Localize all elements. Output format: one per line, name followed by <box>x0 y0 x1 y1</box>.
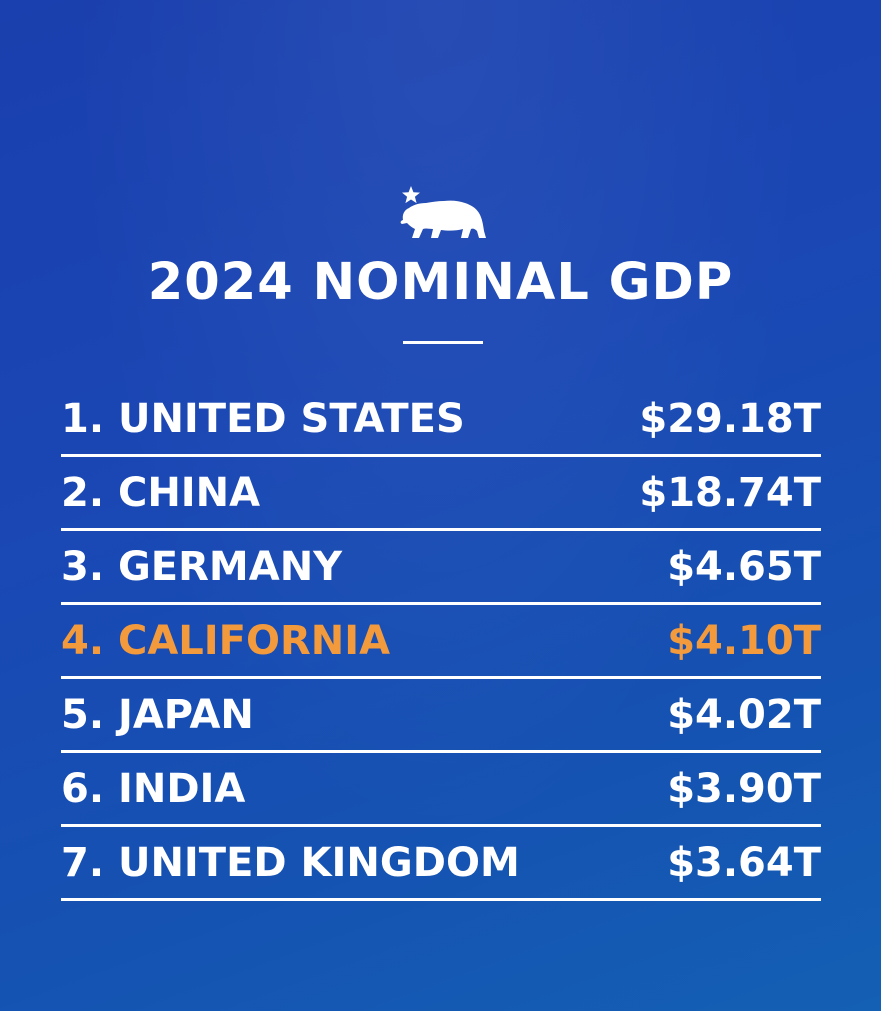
row-rank: 6. <box>61 766 105 812</box>
row-value: $18.74T <box>639 470 821 516</box>
row-value: $29.18T <box>639 396 821 442</box>
star-icon <box>402 186 420 204</box>
row-rank: 2. <box>61 470 105 516</box>
row-rank: 5. <box>61 692 105 738</box>
row-name: UNITED KINGDOM <box>117 840 520 886</box>
row-name: GERMANY <box>117 544 343 590</box>
title-divider <box>403 341 483 344</box>
table-row-highlighted: 4. CALIFORNIA $4.10T <box>61 605 821 679</box>
row-value: $3.90T <box>667 766 821 812</box>
ranking-table: 1. UNITED STATES $29.18T 2. CHINA $18.74… <box>61 383 821 901</box>
chart-title: 2024 NOMINAL GDP <box>147 253 734 312</box>
row-rank: 3. <box>61 544 105 590</box>
row-label: 2. CHINA <box>61 465 260 521</box>
row-label: 4. CALIFORNIA <box>61 613 390 669</box>
row-rank: 4. <box>61 618 105 664</box>
row-name: UNITED STATES <box>117 396 465 442</box>
row-value: $4.02T <box>667 692 821 738</box>
row-value: $3.64T <box>667 840 821 886</box>
bear-silhouette <box>400 200 486 238</box>
row-name: CALIFORNIA <box>117 618 391 664</box>
row-rank: 1. <box>61 396 105 442</box>
row-label: 3. GERMANY <box>61 539 342 595</box>
table-row: 5. JAPAN $4.02T <box>61 679 821 753</box>
row-label: 7. UNITED KINGDOM <box>61 835 520 891</box>
table-row: 3. GERMANY $4.65T <box>61 531 821 605</box>
row-label: 5. JAPAN <box>61 687 254 743</box>
row-name: JAPAN <box>117 692 254 738</box>
row-label: 6. INDIA <box>61 761 245 817</box>
table-row: 1. UNITED STATES $29.18T <box>61 383 821 457</box>
table-row: 6. INDIA $3.90T <box>61 753 821 827</box>
row-value: $4.10T <box>667 618 821 664</box>
california-bear-icon <box>400 186 486 238</box>
table-row: 7. UNITED KINGDOM $3.64T <box>61 827 821 901</box>
row-label: 1. UNITED STATES <box>61 391 465 447</box>
row-value: $4.65T <box>667 544 821 590</box>
row-name: INDIA <box>117 766 246 812</box>
table-row: 2. CHINA $18.74T <box>61 457 821 531</box>
row-rank: 7. <box>61 840 105 886</box>
row-name: CHINA <box>117 470 261 516</box>
